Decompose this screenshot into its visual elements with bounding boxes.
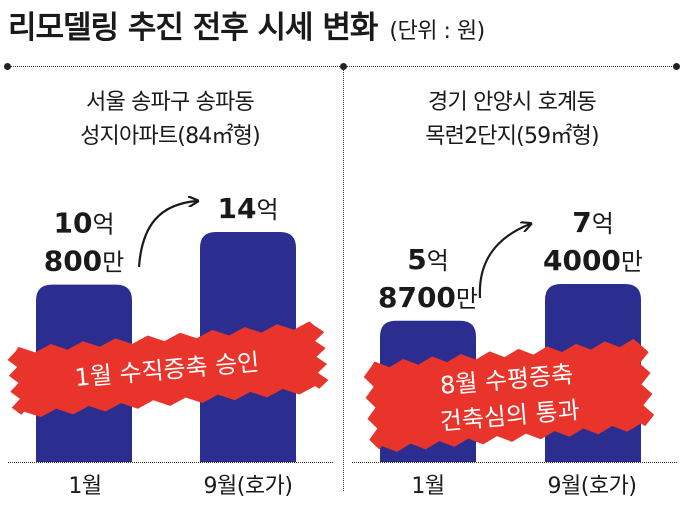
unit-label: (단위 : 원) [389, 19, 485, 44]
panel2-trend-arrow [478, 224, 530, 299]
page-title: 리모델링 추진 전후 시세 변화 [8, 10, 378, 46]
panel2-bar-1-value-label: 5억 [407, 243, 449, 276]
panel2-bar-1-value-label: 8700만 [378, 281, 478, 314]
value-unit: 억 [256, 196, 278, 224]
value-unit: 만 [456, 285, 478, 313]
value-number: 5 [407, 243, 426, 276]
value-number: 4000 [543, 244, 621, 277]
panel1-location: 서울 송파구 송파동 [86, 90, 255, 115]
panel1-bar-1-value-label: 10억 [53, 207, 114, 240]
value-number: 14 [217, 192, 256, 225]
value-number: 7 [572, 206, 591, 239]
center-divider [343, 66, 344, 491]
value-unit: 억 [592, 210, 614, 238]
divider-dot-left [4, 63, 11, 70]
panel2-annotation-banner [363, 338, 655, 452]
value-number: 8700 [378, 281, 456, 314]
value-unit: 억 [427, 247, 449, 275]
panel1-annotation-banner [7, 321, 329, 418]
panel1-baseline [8, 462, 333, 463]
value-number: 10 [53, 207, 92, 240]
value-unit: 만 [102, 249, 124, 277]
panel2-location: 경기 안양시 호계동 [428, 90, 597, 115]
value-unit: 만 [621, 248, 643, 276]
panel2-bar-2-value-label: 4000만 [543, 244, 643, 277]
panel1-x-label-sep: 9월(호가) [203, 474, 293, 499]
panel2-baseline [352, 462, 677, 463]
panel1-bar-2-value-label: 14억 [217, 192, 278, 225]
panel1-trend-arrow [137, 201, 197, 268]
chart-title-row: 리모델링 추진 전후 시세 변화 (단위 : 원) [8, 2, 485, 48]
panel2-x-label-jan: 1월 [411, 474, 445, 499]
panel1-complex: 성지아파트(84㎡형) [80, 124, 261, 149]
divider-dot-right [673, 63, 680, 70]
panel2-complex: 목련2단지(59㎡형) [425, 124, 599, 149]
panel1-x-label-jan: 1월 [68, 474, 102, 499]
panel1-bar-1-value-label: 800만 [44, 245, 125, 278]
value-number: 800 [44, 245, 102, 278]
value-unit: 억 [92, 211, 114, 239]
panel2-bar-2-value-label: 7억 [572, 206, 614, 239]
panel2-x-label-sep: 9월(호가) [547, 474, 637, 499]
